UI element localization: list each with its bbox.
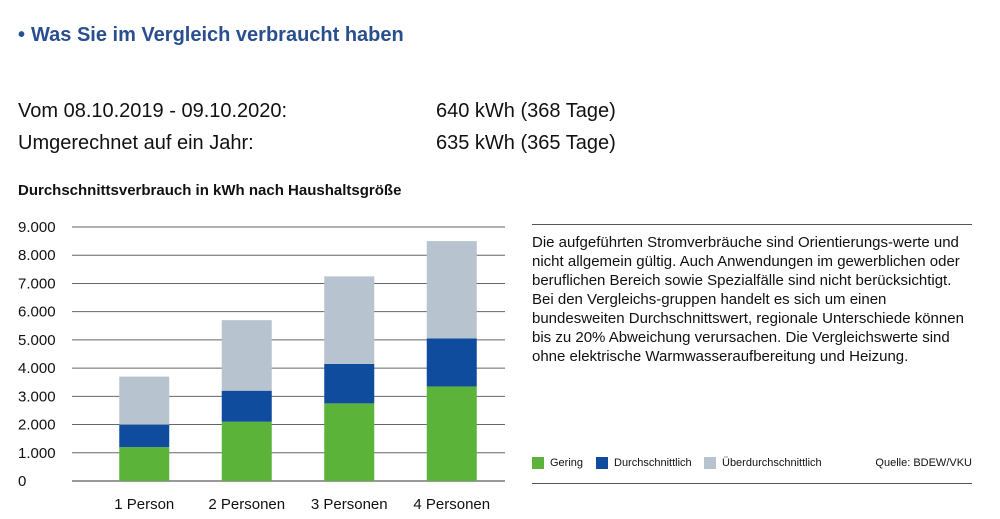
bar-segment <box>324 276 375 364</box>
bar-segment <box>221 421 272 481</box>
summary-value: 640 kWh (368 Tage) <box>436 100 616 122</box>
chart-title: Durchschnittsverbrauch in kWh nach Haush… <box>18 182 402 199</box>
summary-value: 635 kWh (365 Tage) <box>436 132 616 154</box>
y-tick-label: 9.000 <box>18 219 56 236</box>
y-tick-label: 1.000 <box>18 445 56 462</box>
section-heading: • Was Sie im Vergleich verbraucht haben <box>18 24 404 47</box>
legend-item-gering: Gering <box>532 457 583 469</box>
summary-label: Vom 08.10.2019 - 09.10.2020: <box>18 100 288 122</box>
legend-label: Durchschnittlich <box>614 457 692 469</box>
bar-segment <box>119 447 170 481</box>
legend-item-durchschnittlich: Durchschnittlich <box>596 457 692 469</box>
note-text: Die aufgeführten Stromverbräuche sind Or… <box>532 234 964 365</box>
heading-bullet: • <box>18 24 26 46</box>
y-tick-label: 4.000 <box>18 360 56 377</box>
legend-label: Gering <box>550 457 584 469</box>
x-tick-label: 1 Person <box>114 496 174 513</box>
x-tick-label: 2 Personen <box>208 496 285 513</box>
y-tick-label: 8.000 <box>18 247 56 264</box>
bar-segment <box>426 386 477 481</box>
y-tick-label: 0 <box>18 473 26 490</box>
bar-segment <box>426 241 477 339</box>
y-tick-label: 7.000 <box>18 275 56 292</box>
chart-legend: Gering Durchschnittlich Überdurchschnitt… <box>532 453 972 484</box>
bar-segment <box>119 424 170 448</box>
source-label: Quelle: BDEW/VKU <box>875 457 972 469</box>
y-tick-label: 5.000 <box>18 332 56 349</box>
info-note: Die aufgeführten Stromverbräuche sind Or… <box>532 224 972 366</box>
bar-segment <box>221 320 272 391</box>
summary-row-year: Umgerechnet auf ein Jahr: 635 kWh (365 T… <box>18 132 616 155</box>
summary-label: Umgerechnet auf ein Jahr: <box>18 132 254 154</box>
legend-swatch <box>596 457 608 469</box>
x-tick-label: 4 Personen <box>413 496 490 513</box>
bar-segment <box>426 338 477 387</box>
y-tick-label: 6.000 <box>18 304 56 321</box>
legend-swatch <box>704 457 716 469</box>
legend-label: Überdurchschnittlich <box>722 457 822 469</box>
legend-item-ueberdurchschnittlich: Überdurchschnittlich <box>704 457 822 469</box>
y-tick-label: 3.000 <box>18 388 56 405</box>
bar-segment <box>221 390 272 422</box>
legend-swatch <box>532 457 544 469</box>
y-tick-label: 2.000 <box>18 417 56 434</box>
x-tick-label: 3 Personen <box>311 496 388 513</box>
stacked-bar-chart: 0 1.000 2.000 3.000 4.000 5.000 6.000 7.000 8.00… <box>18 219 505 513</box>
bar-segment <box>119 376 170 425</box>
summary-row-period: Vom 08.10.2019 - 09.10.2020: 640 kWh (36… <box>18 100 616 123</box>
heading-text: Was Sie im Vergleich verbraucht haben <box>31 24 404 46</box>
bar-segment <box>324 403 375 481</box>
bar-segment <box>324 363 375 404</box>
